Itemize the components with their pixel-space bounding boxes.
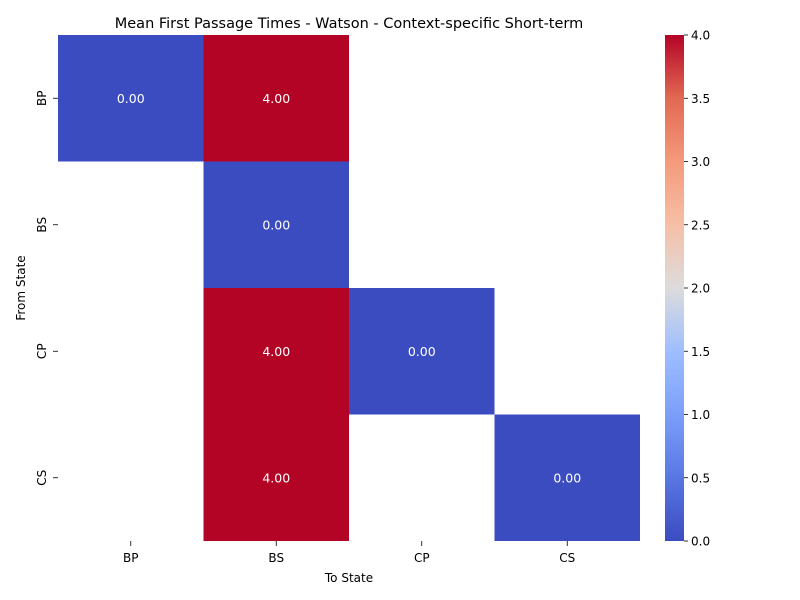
colorbar-tick-label: 2.0 <box>691 282 710 296</box>
x-axis: BP BS CP CS <box>123 541 575 565</box>
heatmap-cell <box>203 414 349 541</box>
y-tick-label: CS <box>35 470 49 486</box>
cell-value-label: 0.00 <box>408 344 436 359</box>
x-tick-label: BS <box>268 551 284 565</box>
cell-value-label: 0.00 <box>117 91 145 106</box>
heatmap-cell-labels: 0.00 4.00 0.00 4.00 0.00 4.00 0.00 <box>117 91 581 486</box>
colorbar-axis: 0.0 0.5 1.0 1.5 2.0 2.5 3.0 3.5 4.0 <box>684 29 710 549</box>
colorbar-tick-label: 0.0 <box>691 535 710 549</box>
y-tick-label: BP <box>35 91 49 106</box>
x-axis-label: To State <box>324 571 373 585</box>
y-axis-label: From State <box>14 255 28 320</box>
cell-value-label: 4.00 <box>262 344 290 359</box>
colorbar-tick-label: 1.0 <box>691 408 710 422</box>
chart-title: Mean First Passage Times - Watson - Cont… <box>115 16 584 32</box>
cell-value-label: 4.00 <box>262 470 290 485</box>
y-tick-label: CP <box>35 343 49 359</box>
x-tick-label: BP <box>123 551 138 565</box>
colorbar <box>665 35 684 541</box>
colorbar-tick-label: 1.5 <box>691 345 710 359</box>
y-tick-label: BS <box>35 217 49 233</box>
colorbar-tick-label: 3.5 <box>691 92 710 106</box>
y-axis: BP BS CP CS <box>35 91 58 486</box>
heatmap-cell <box>203 35 349 162</box>
x-tick-label: CS <box>559 551 575 565</box>
colorbar-tick-label: 0.5 <box>691 471 710 485</box>
heatmap-cells <box>58 35 640 541</box>
heatmap-cell <box>349 288 495 415</box>
cell-value-label: 0.00 <box>262 217 290 232</box>
heatmap-cell <box>58 35 204 162</box>
x-tick-label: CP <box>414 551 430 565</box>
colorbar-tick-label: 4.0 <box>691 29 710 43</box>
heatmap-cell <box>494 414 640 541</box>
heatmap-cell <box>203 161 349 288</box>
cell-value-label: 0.00 <box>553 470 581 485</box>
colorbar-tick-label: 3.0 <box>691 155 710 169</box>
heatmap-cell <box>203 288 349 415</box>
cell-value-label: 4.00 <box>262 91 290 106</box>
colorbar-tick-label: 2.5 <box>691 218 710 232</box>
